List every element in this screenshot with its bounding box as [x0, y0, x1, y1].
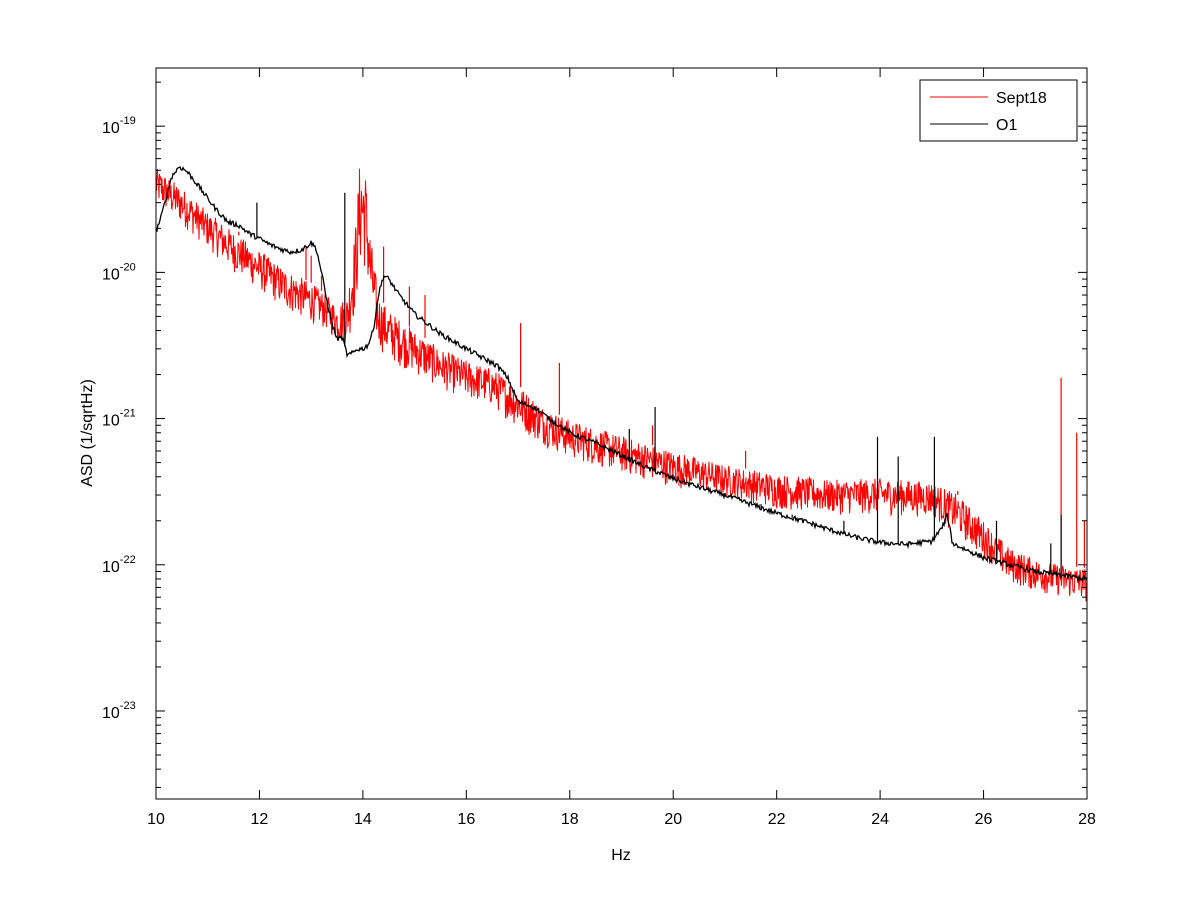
- legend-label-sept18: Sept18: [996, 90, 1047, 107]
- series-line-sept18: [156, 168, 1087, 602]
- x-tick-label: 26: [975, 811, 993, 828]
- legend-label-o1: O1: [996, 117, 1017, 134]
- y-tick-label: 10-20: [102, 261, 136, 283]
- y-tick-label: 10-21: [102, 408, 136, 430]
- x-tick-label: 18: [561, 811, 579, 828]
- axes-box: [155, 67, 1088, 800]
- y-tick-label: 10-23: [102, 700, 136, 722]
- x-axis-label: Hz: [611, 847, 631, 864]
- legend: Sept18 O1: [919, 79, 1078, 142]
- x-tick-label: 24: [871, 811, 889, 828]
- x-tick-label: 20: [664, 811, 682, 828]
- x-tick-label: 28: [1078, 811, 1096, 828]
- x-tick-label: 14: [354, 811, 372, 828]
- y-axis-label: ASD (1/sqrtHz): [79, 379, 96, 487]
- legend-box: [919, 79, 1078, 142]
- x-tick-label: 16: [457, 811, 475, 828]
- x-tick-label: 12: [251, 811, 269, 828]
- y-tick-label: 10-19: [102, 115, 136, 137]
- x-tick-label: 22: [768, 811, 786, 828]
- series-line-o1: [156, 165, 1087, 583]
- plot-area: [156, 68, 1087, 799]
- y-tick-label: 10-22: [102, 554, 136, 576]
- series-layer: [156, 165, 1087, 602]
- x-tick-label: 10: [147, 811, 165, 828]
- tick-layer: 10 12 14 16 18 20 22 24 26 28 10-23 10-22 10-21 10-20…: [102, 68, 1096, 828]
